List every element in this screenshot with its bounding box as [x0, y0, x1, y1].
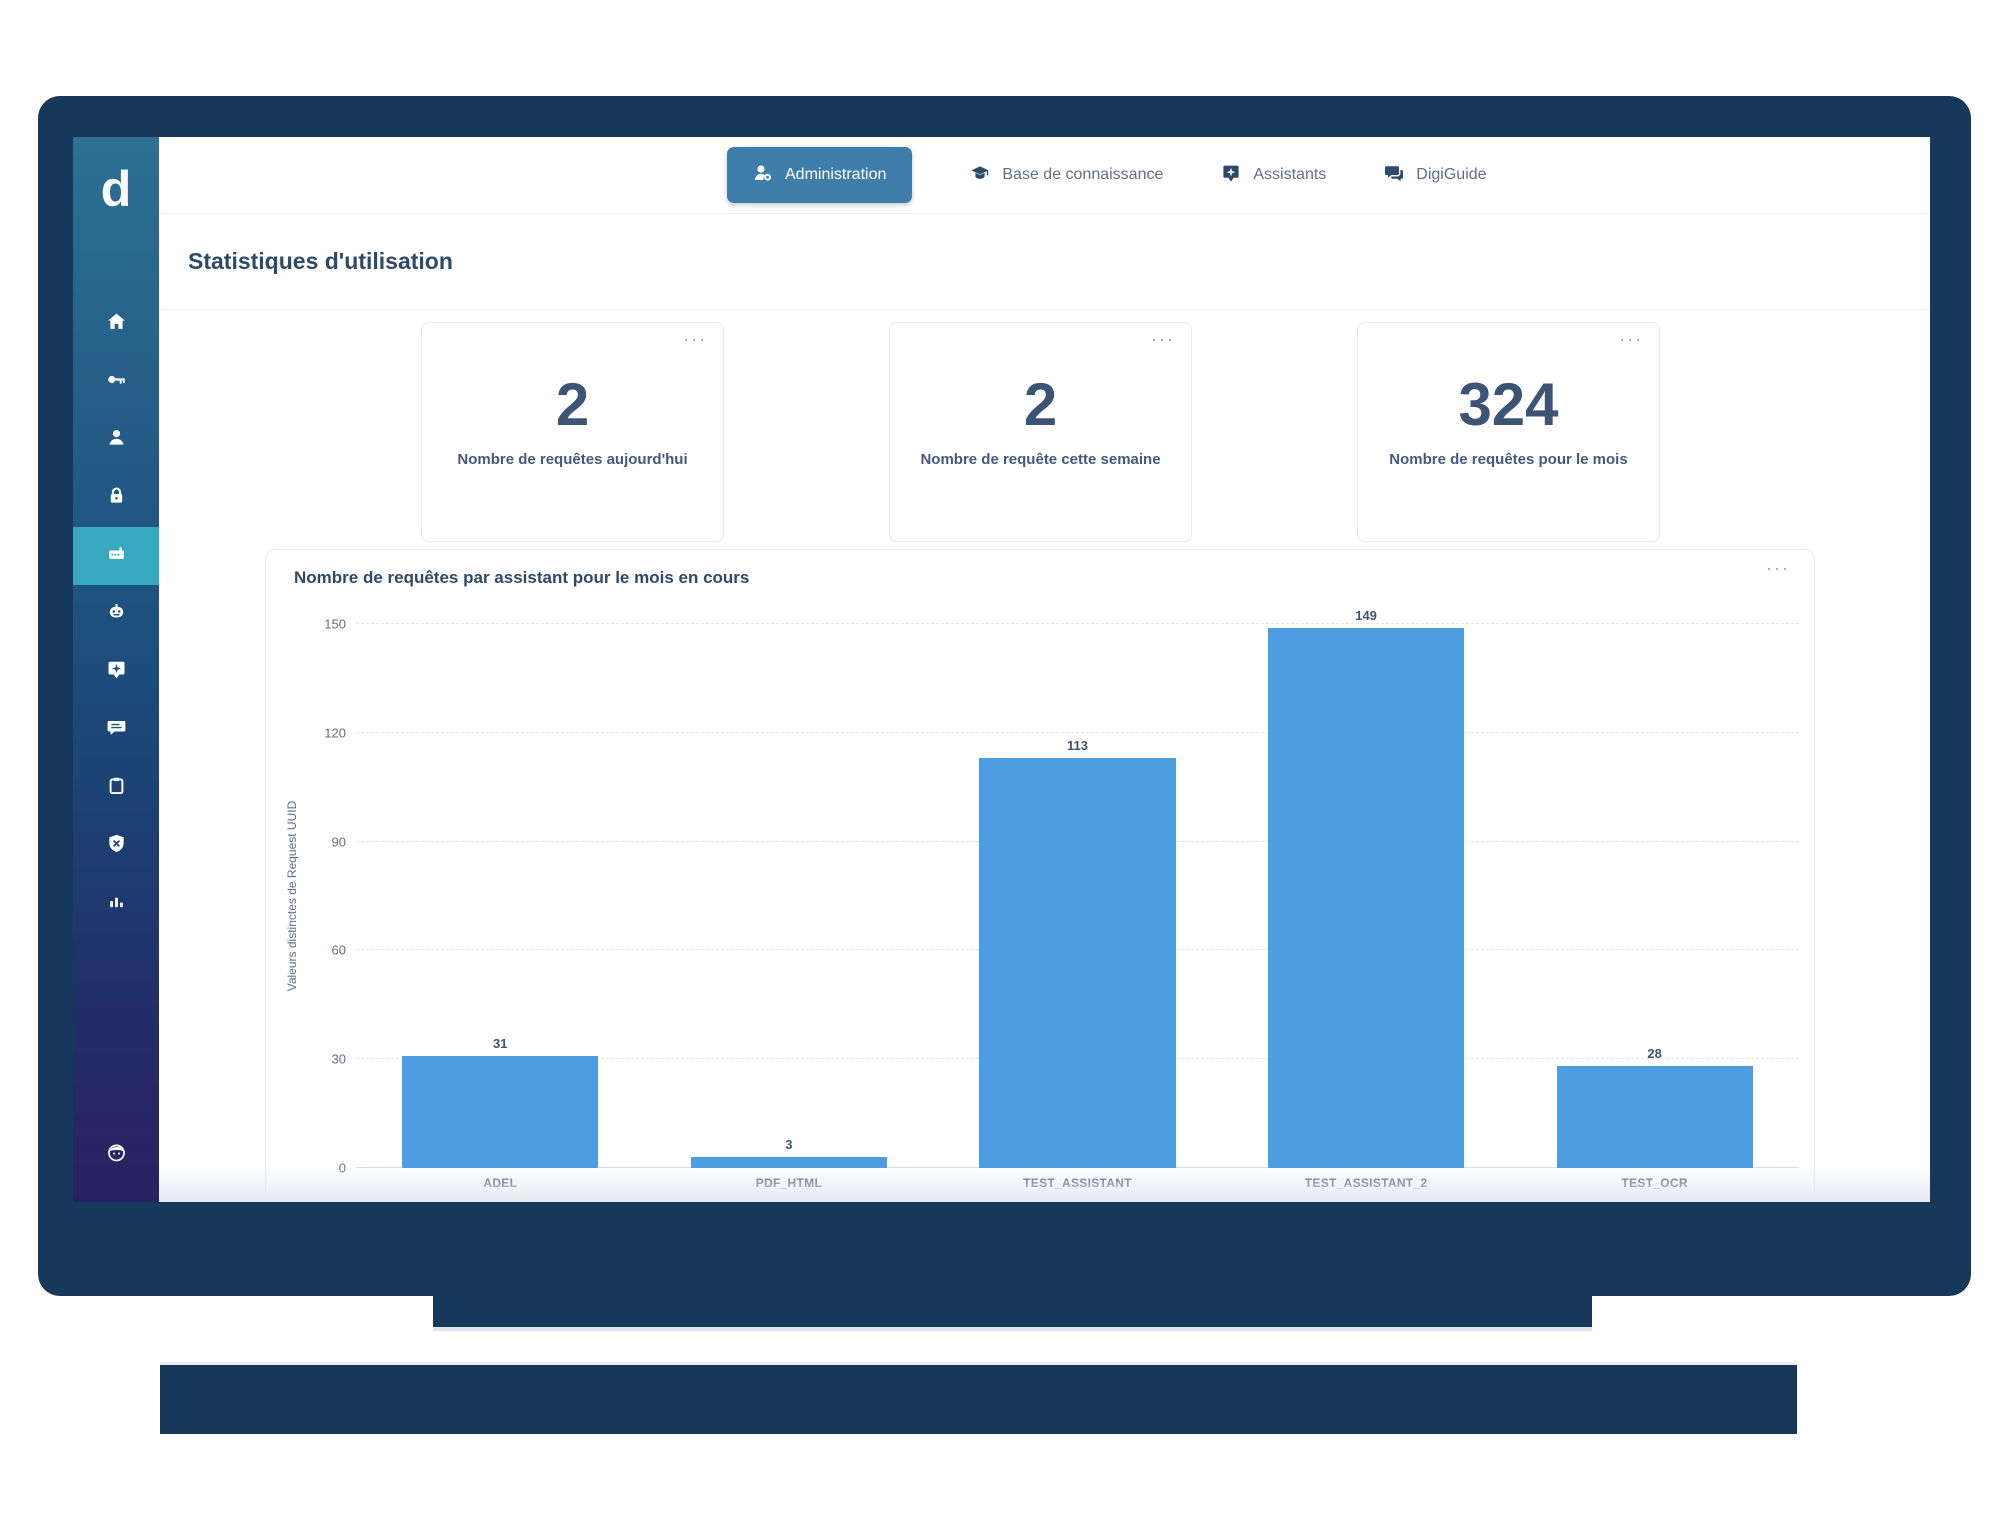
- y-tick-label: 120: [324, 725, 346, 741]
- bar-PDF_HTML[interactable]: 3: [690, 1137, 887, 1168]
- bar-slot-TEST_ASSISTANT_2: 149: [1222, 608, 1511, 1168]
- x-axis-label-TEST_OCR: TEST_OCR: [1621, 1176, 1688, 1190]
- tab-base-de-connaissance-label: Base de connaissance: [1002, 166, 1164, 183]
- y-tick-label: 0: [338, 1160, 346, 1176]
- assistant-badge-icon: [106, 659, 127, 685]
- stat-label: Nombre de requête cette semaine: [920, 451, 1161, 468]
- bar-TEST_OCR[interactable]: 28: [1556, 1046, 1753, 1168]
- stat-value: 324: [1458, 371, 1559, 438]
- page-title: Statistiques d'utilisation: [188, 248, 453, 274]
- bar-value-label: 3: [785, 1137, 793, 1153]
- bar-TEST_ASSISTANT_2[interactable]: 149: [1267, 608, 1465, 1168]
- tab-digiguide-label: DigiGuide: [1416, 166, 1487, 183]
- x-axis-label-TEST_ASSISTANT: TEST_ASSISTANT: [1023, 1176, 1132, 1190]
- sidebar-item-analytics[interactable]: [73, 875, 159, 933]
- tab-assistants[interactable]: Assistants: [1221, 163, 1326, 188]
- card-menu-icon[interactable]: ···: [683, 329, 707, 349]
- sidebar-item-security[interactable]: [73, 469, 159, 527]
- tab-base-de-connaissance[interactable]: Base de connaissance: [970, 163, 1163, 188]
- y-tick-label: 30: [331, 1051, 346, 1067]
- logo-letter: d: [100, 161, 132, 217]
- sidebar-item-robot[interactable]: [73, 585, 159, 643]
- gridline-120: [356, 731, 1799, 733]
- stat-label: Nombre de requêtes pour le mois: [1389, 451, 1628, 468]
- sidebar-item-clipboard[interactable]: [73, 759, 159, 817]
- y-axis-title: Valeurs distinctes de Request UUID: [285, 800, 299, 992]
- tab-assistants-label: Assistants: [1253, 166, 1327, 183]
- stat-label: Nombre de requêtes aujourd'hui: [457, 451, 688, 468]
- stat-card-month: ··· 324 Nombre de requêtes pour le mois: [1357, 322, 1660, 542]
- sidebar-item-keys[interactable]: [73, 353, 159, 411]
- chat-bubbles-icon: [1384, 163, 1404, 188]
- bar-slot-TEST_OCR: 28: [1510, 624, 1799, 1168]
- y-tick-label: 90: [331, 834, 346, 850]
- sidebar-item-shield[interactable]: [73, 817, 159, 875]
- card-menu-icon[interactable]: ···: [1619, 329, 1643, 349]
- stat-value: 2: [555, 371, 590, 438]
- stat-card-today: ··· 2 Nombre de requêtes aujourd'hui: [421, 322, 724, 542]
- bar-slot-ADEL: 31: [356, 624, 645, 1168]
- bar-value-label: 28: [1647, 1046, 1662, 1062]
- tab-administration-label: Administration: [785, 166, 887, 183]
- tab-digiguide[interactable]: DigiGuide: [1384, 163, 1487, 188]
- bar-chart-icon: [106, 891, 127, 917]
- lock-icon: [106, 485, 127, 511]
- chart-title: Nombre de requêtes par assistant pour le…: [294, 568, 750, 587]
- bar-TEST_ASSISTANT[interactable]: 113: [979, 738, 1176, 1168]
- x-axis-label-ADEL: ADEL: [483, 1176, 518, 1190]
- shield-x-icon: [106, 833, 127, 859]
- sidebar: d: [73, 137, 159, 1202]
- bar-value-label: 113: [1066, 738, 1088, 754]
- main-area: Administration Base de connaissance Assi…: [159, 137, 1930, 1202]
- x-axis-label-PDF_HTML: PDF_HTML: [755, 1176, 823, 1190]
- monitor-base: [160, 1362, 1797, 1434]
- assistant-badge-icon: [1221, 163, 1241, 188]
- bar-ADEL[interactable]: 31: [402, 1036, 599, 1168]
- bar-slot-TEST_ASSISTANT: 113: [933, 624, 1222, 1168]
- sidebar-item-statistics-active[interactable]: [73, 527, 159, 585]
- monitor-stand: [433, 1296, 1592, 1331]
- robot-head-icon: [106, 601, 127, 627]
- admin-user-gear-icon: [753, 163, 773, 188]
- sidebar-item-conversations[interactable]: [73, 701, 159, 759]
- graduation-cap-icon: [970, 163, 990, 188]
- console-robot-icon: [106, 543, 127, 569]
- x-axis-label-TEST_ASSISTANT_2: TEST_ASSISTANT_2: [1304, 1176, 1428, 1190]
- card-menu-icon[interactable]: ···: [1151, 329, 1175, 349]
- y-tick-label: 60: [331, 942, 346, 958]
- sidebar-item-assistants[interactable]: [73, 643, 159, 701]
- tab-administration[interactable]: Administration: [727, 147, 913, 203]
- chat-list-icon: [106, 717, 127, 743]
- top-nav-bar: Administration Base de connaissance Assi…: [159, 137, 1930, 214]
- chart-plot: Valeurs distinctes de Request UUID 0 30 60…: [285, 608, 1799, 1176]
- chart-xlabels: ADEL PDF_HTML TEST_ASSISTANT TEST_ASSISTANT…: [356, 1176, 1799, 1190]
- bar-slot-PDF_HTML: 3: [645, 624, 934, 1168]
- app-screen: d: [73, 137, 1930, 1202]
- clipboard-icon: [106, 775, 127, 801]
- user-icon: [106, 427, 127, 453]
- page-title-row: Statistiques d'utilisation: [159, 214, 1930, 310]
- stat-value: 2: [1023, 371, 1058, 438]
- bar-value-label: 31: [493, 1035, 508, 1051]
- y-tick-label: 150: [324, 616, 346, 632]
- face-icon: [106, 1142, 127, 1168]
- gridline-150: [356, 623, 1799, 624]
- app-logo[interactable]: d: [73, 137, 159, 241]
- chart-menu-icon[interactable]: ···: [1766, 558, 1790, 578]
- sidebar-item-home[interactable]: [73, 295, 159, 353]
- top-nav: Administration Base de connaissance Assi…: [727, 147, 1487, 203]
- key-icon: [106, 369, 127, 395]
- chart-card: Nombre de requêtes par assistant pour le…: [265, 549, 1815, 1202]
- sidebar-item-profile[interactable]: [73, 1126, 159, 1184]
- home-icon: [106, 311, 127, 337]
- stat-card-week: ··· 2 Nombre de requête cette semaine: [889, 322, 1192, 542]
- chart-bars: 31 3 113 149 28: [356, 608, 1799, 1168]
- bar-value-label: 149: [1355, 607, 1377, 623]
- sidebar-item-users[interactable]: [73, 411, 159, 469]
- stat-cards-row: ··· 2 Nombre de requêtes aujourd'hui ···…: [421, 322, 1660, 542]
